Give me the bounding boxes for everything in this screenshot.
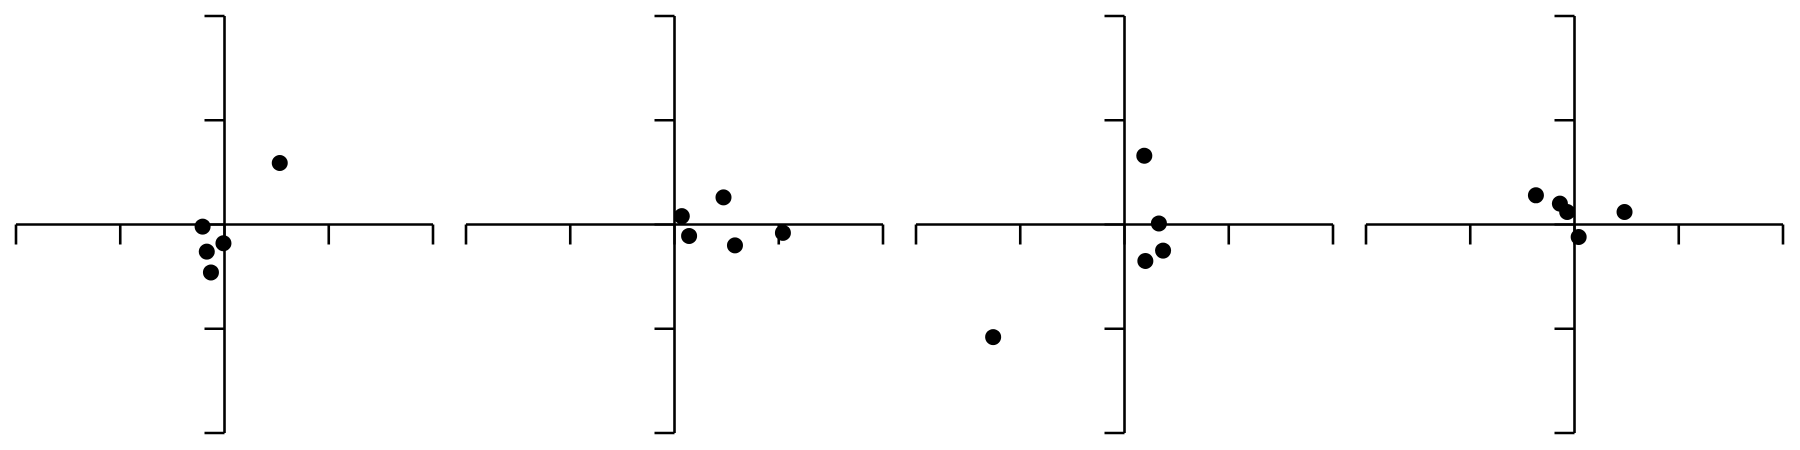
scatter-point <box>1570 229 1587 246</box>
scatter-panel-4 <box>1364 14 1785 435</box>
scatter-point <box>1155 242 1172 259</box>
scatter-point <box>715 189 732 206</box>
scatter-point <box>726 237 743 254</box>
scatter-point <box>1136 147 1153 164</box>
scatter-point <box>681 227 698 244</box>
scatter-panel-1 <box>14 14 435 435</box>
scatter-point <box>271 154 288 171</box>
scatter-point <box>215 235 232 252</box>
scatter-point <box>1527 187 1544 204</box>
scatter-point <box>1150 215 1167 232</box>
scatter-point <box>1616 203 1633 220</box>
scatter-point <box>198 243 215 260</box>
scatter-point <box>673 208 690 225</box>
scatter-point <box>202 264 219 281</box>
scatter-point <box>1137 252 1154 269</box>
scatter-point <box>774 224 791 241</box>
scatter-point <box>985 329 1002 346</box>
scatter-panel-3 <box>914 14 1335 435</box>
scatter-panel-2 <box>464 14 885 435</box>
scatter-point <box>194 218 211 235</box>
scatter-point <box>1559 203 1576 220</box>
